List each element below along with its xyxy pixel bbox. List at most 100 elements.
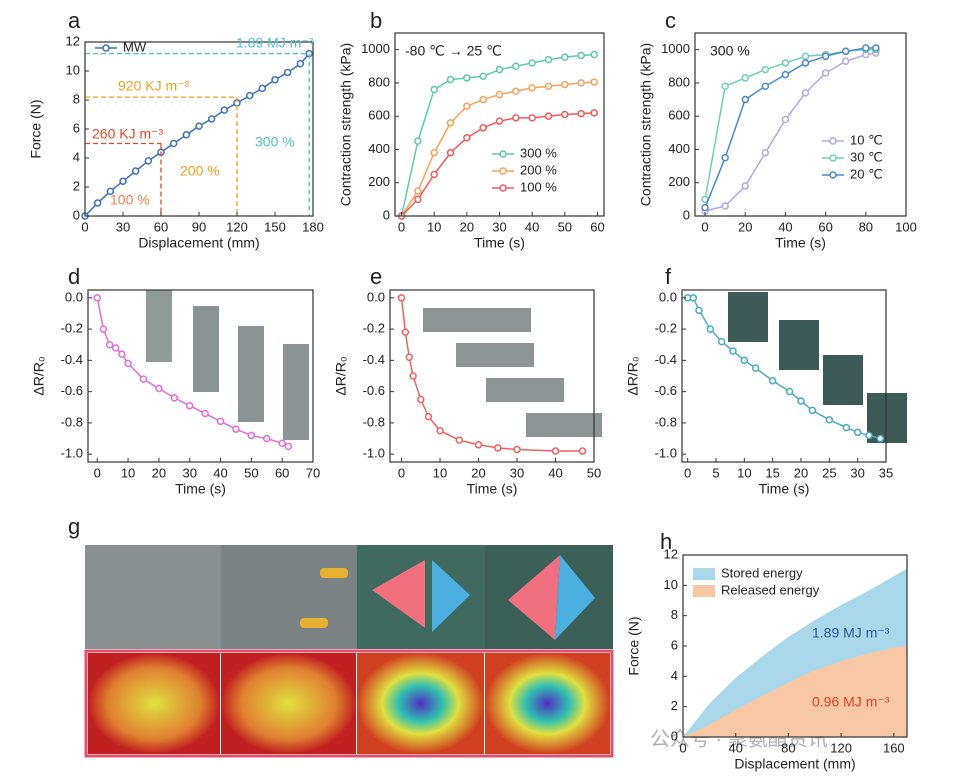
annotation: 1.89 MJ m⁻³ (236, 35, 314, 51)
x-tick-label: 100 (895, 219, 917, 234)
point (578, 447, 587, 455)
x-tick-label: 0 (684, 465, 691, 480)
heatmap (357, 653, 484, 754)
point (405, 353, 413, 361)
y-tick-label: 0 (73, 207, 80, 222)
y-tick-label: 0 (383, 207, 390, 222)
point (446, 119, 455, 127)
point (207, 115, 216, 123)
panel-letter: a (68, 8, 81, 33)
y-tick-label: 12 (66, 33, 80, 48)
inset-photo (526, 413, 602, 437)
legend-label: Released energy (721, 582, 820, 597)
point (821, 69, 830, 77)
annotation: 0.96 MJ m⁻³ (812, 694, 890, 710)
point (590, 78, 598, 86)
legend-label: Stored energy (721, 565, 803, 580)
point (185, 401, 194, 410)
x-tick-label: 20 (794, 465, 808, 480)
x-tick-label: 0 (81, 219, 88, 234)
point (741, 182, 749, 190)
point (414, 137, 422, 145)
x-tick-label: 40 (548, 465, 562, 480)
point (561, 80, 569, 89)
y-tick-label: 0.0 (65, 289, 83, 304)
point (577, 51, 585, 60)
x-axis-label: Time (s) (175, 481, 226, 497)
x-tick-label: 120 (226, 219, 248, 234)
legend-marker (102, 44, 110, 52)
point (201, 409, 209, 418)
line (704, 48, 876, 200)
point (695, 306, 703, 315)
x-tick-label: 0 (398, 219, 405, 234)
point (768, 376, 777, 385)
point (781, 70, 790, 79)
x-tick-label: 80 (781, 740, 795, 755)
point (590, 50, 598, 59)
x-tick-label: 80 (859, 219, 873, 234)
point (781, 115, 790, 124)
point (155, 384, 163, 393)
x-tick-label: 150 (264, 219, 286, 234)
point (785, 387, 794, 396)
point (495, 117, 504, 125)
y-tick-label: -0.2 (655, 321, 677, 336)
point (170, 394, 179, 402)
point (577, 109, 585, 118)
point (495, 65, 504, 74)
point (781, 59, 790, 67)
y-axis-label: ΔR/R₀ (625, 356, 641, 395)
y-tick-label: 4 (671, 668, 678, 683)
triangle (555, 555, 595, 640)
heatmap (221, 653, 356, 754)
y-tick-label: -0.6 (61, 383, 83, 398)
point (118, 350, 126, 358)
x-axis-label: Displacement (mm) (734, 756, 855, 772)
x-tick-label: 20 (471, 465, 485, 480)
point (751, 364, 760, 372)
x-tick-label: 60 (154, 219, 168, 234)
point (876, 434, 885, 443)
point (182, 131, 191, 139)
x-tick-label: 0 (94, 465, 101, 480)
line (400, 53, 595, 217)
legend-label: 300 % (520, 145, 557, 160)
point (551, 447, 560, 455)
point (729, 347, 737, 355)
point (463, 102, 471, 110)
y-tick-label: 600 (668, 108, 690, 123)
point (271, 75, 279, 84)
point (216, 417, 225, 426)
y-tick-label: 2 (671, 698, 678, 713)
x-tick-label: 50 (244, 465, 258, 480)
plot-frame (681, 289, 887, 463)
point (689, 294, 698, 302)
point (455, 436, 464, 444)
panel-letter: c (665, 8, 676, 33)
x-axis-label: Displacement (mm) (138, 235, 259, 251)
inset-photo (193, 306, 219, 392)
x-tick-label: 10 (121, 465, 135, 480)
legend-label: 20 ℃ (850, 166, 883, 181)
point (842, 423, 851, 432)
point (283, 68, 292, 77)
panel: e 0 10 20 30 40 50 0.0 -0.2 -0.4 -0.6 -0.8 -1.0 Time … (333, 264, 602, 497)
point (717, 337, 726, 346)
y-tick-label: -0.4 (61, 352, 83, 367)
y-tick-label: 800 (668, 74, 690, 89)
legend-swatch (693, 568, 715, 580)
car (300, 618, 328, 628)
inset-photo (423, 308, 531, 332)
x-tick-label: 15 (765, 465, 779, 480)
inset-photo (823, 355, 863, 405)
y-axis-label: Force (N) (28, 99, 44, 158)
point (401, 328, 410, 336)
point (761, 65, 770, 74)
point (528, 84, 536, 92)
point (512, 114, 520, 122)
point (721, 202, 729, 210)
point (544, 112, 553, 120)
x-tick-label: 60 (590, 219, 604, 234)
